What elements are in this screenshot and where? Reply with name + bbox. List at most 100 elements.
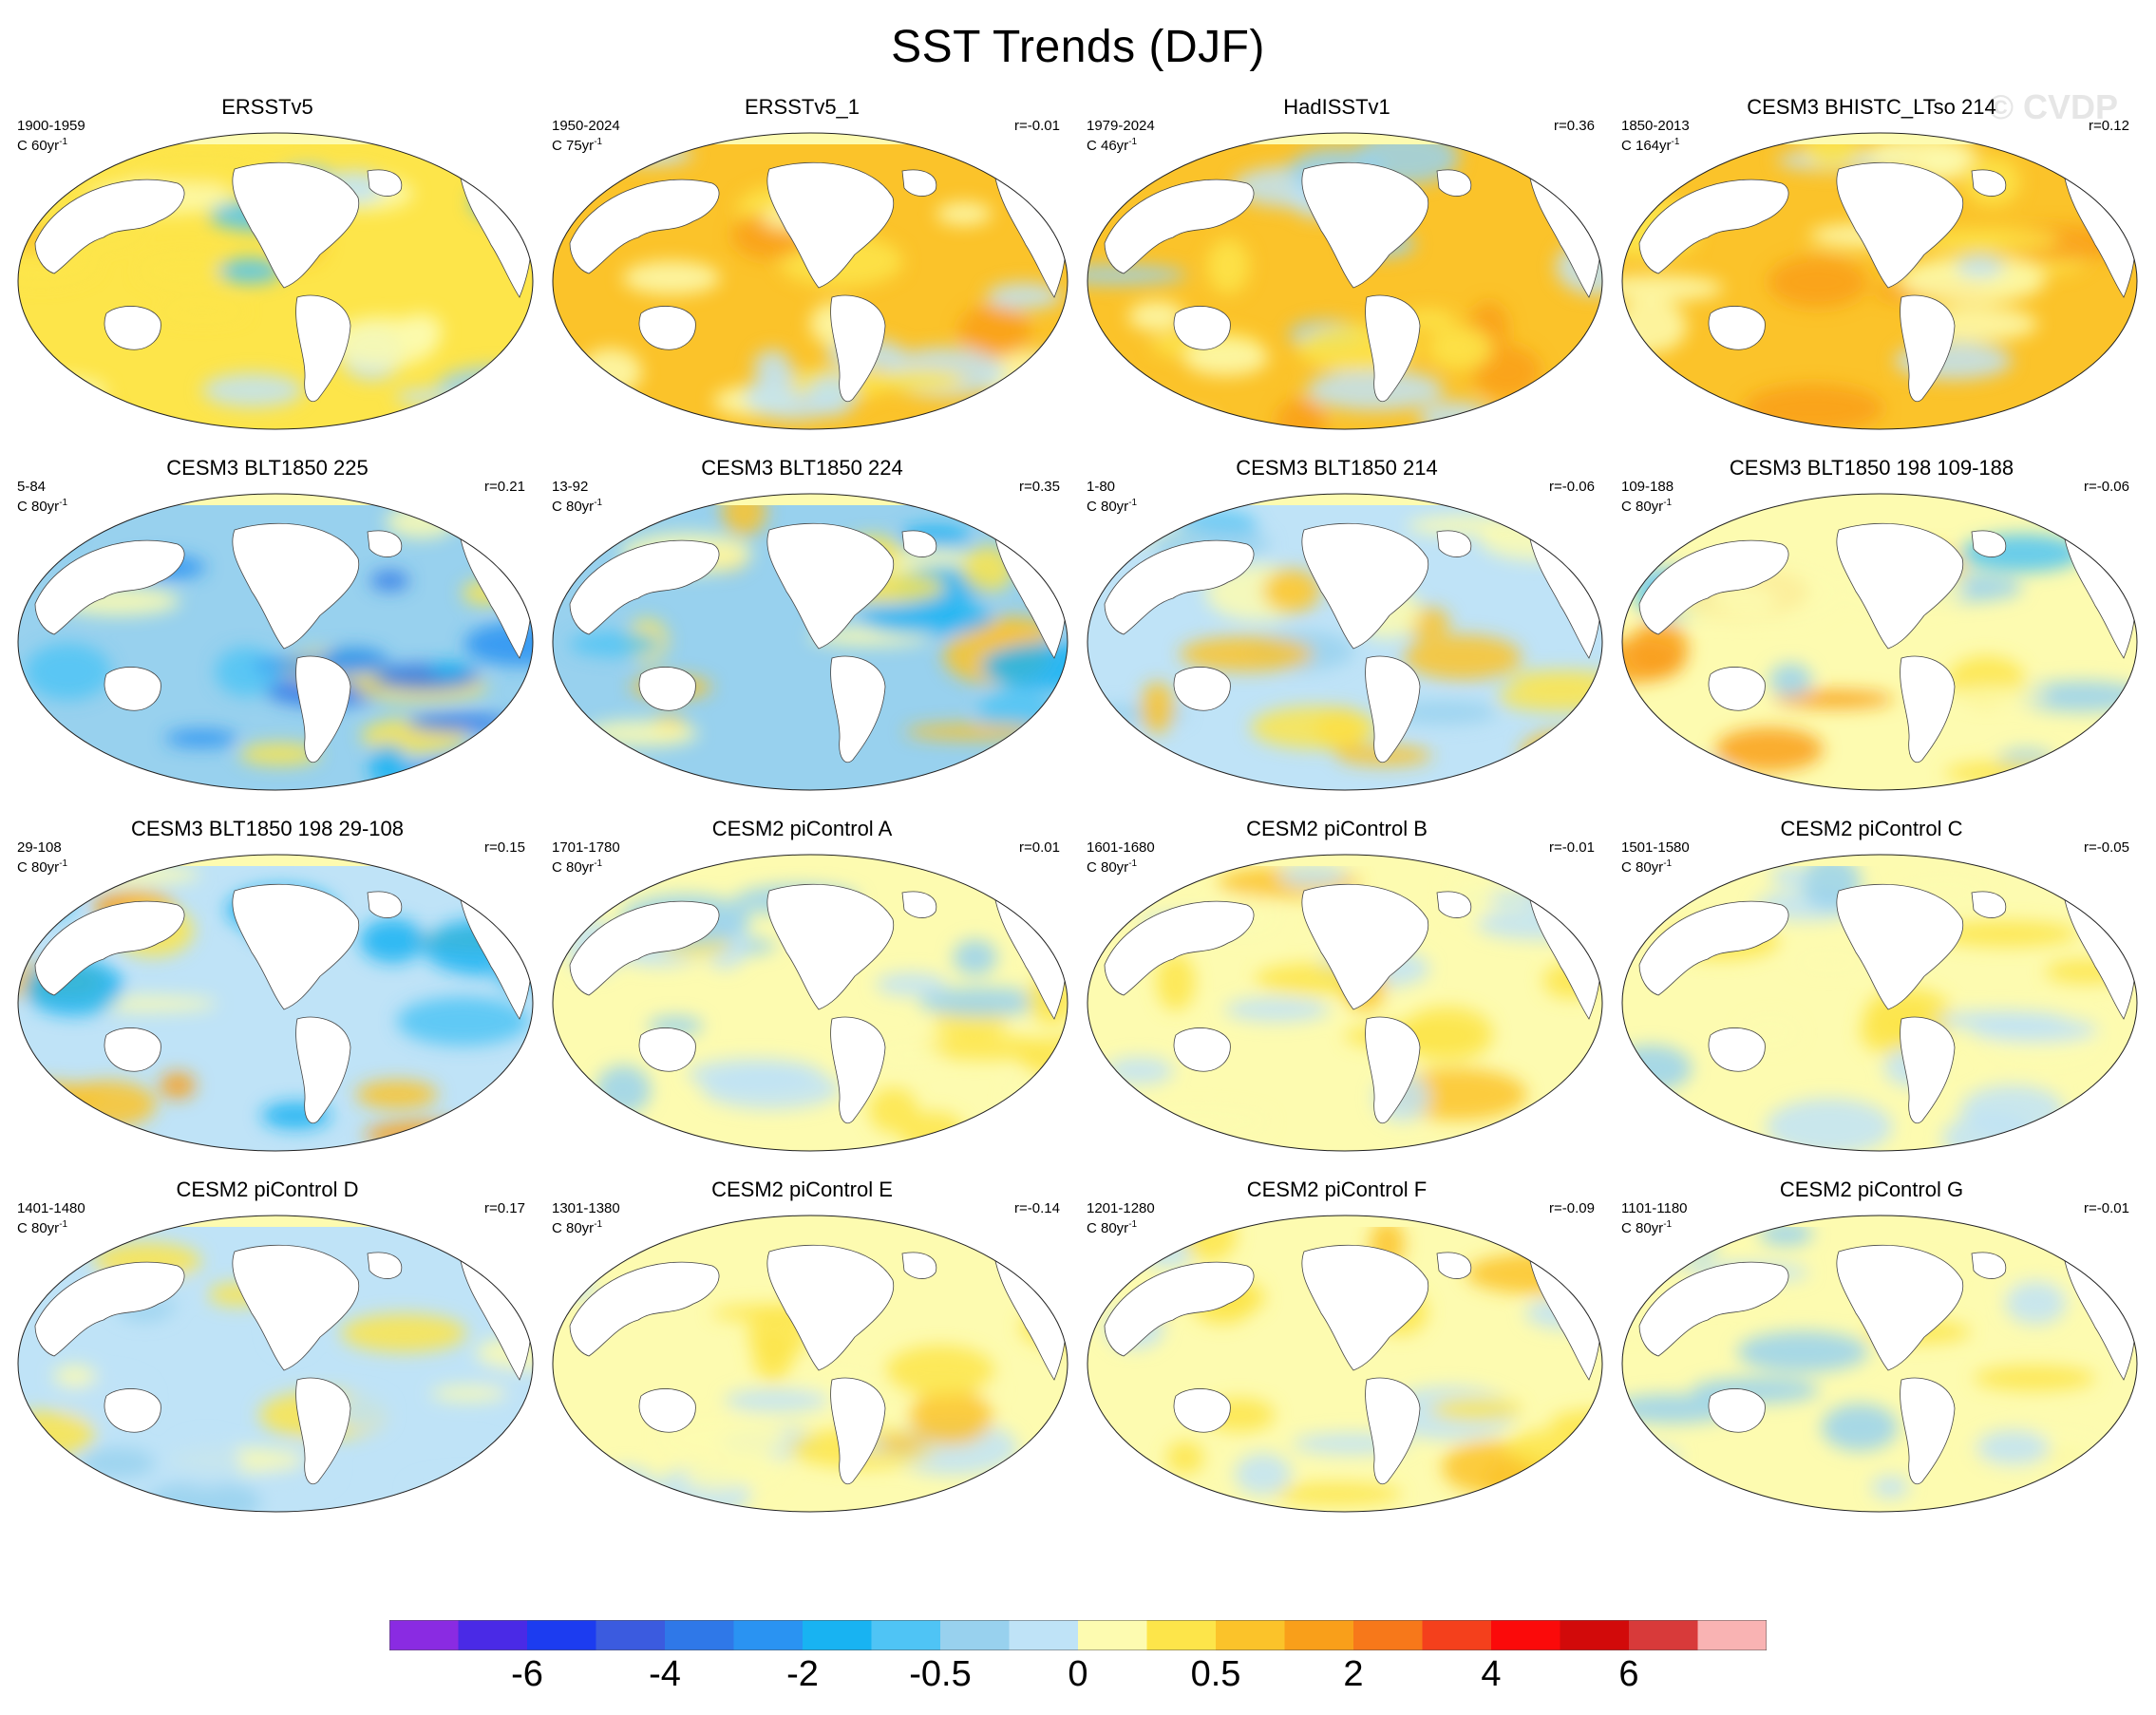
panel-period: 5-84 xyxy=(17,479,47,495)
trend-anomaly xyxy=(79,1447,156,1479)
trend-anomaly xyxy=(1125,411,1217,429)
page-title: SST Trends (DJF) xyxy=(891,22,1265,72)
trend-anomaly xyxy=(1622,274,1724,302)
land-mask xyxy=(1971,1252,2007,1279)
panel-period: 1501-1580 xyxy=(1621,839,1690,856)
panel-period: 109-188 xyxy=(1621,479,1674,495)
land-mask xyxy=(367,891,403,918)
panel-title: ERSSTv5_1 xyxy=(744,95,861,119)
trend-anomaly xyxy=(1899,255,2046,305)
trend-anomaly xyxy=(2079,1126,2137,1151)
trend-anomaly xyxy=(1127,300,1185,332)
trend-anomaly xyxy=(364,1121,493,1149)
land-mask xyxy=(638,667,696,711)
trend-anomaly xyxy=(877,1435,926,1452)
panel-title: CESM3 BHISTC_LTso 214 xyxy=(1747,95,1996,119)
trend-anomaly xyxy=(1934,920,2078,948)
trend-anomaly xyxy=(395,388,460,405)
panel-period: 1401-1480 xyxy=(17,1200,85,1216)
trend-anomaly xyxy=(922,1034,1050,1061)
land-mask xyxy=(1173,1027,1231,1072)
land-mask xyxy=(34,179,185,274)
trend-anomaly xyxy=(583,720,699,747)
trend-anomaly xyxy=(1933,1010,2069,1030)
trend-anomaly xyxy=(1087,265,1187,285)
trend-anomaly xyxy=(969,616,1053,649)
land-mask xyxy=(1436,1252,1472,1279)
map-panel: CESM2 piControl A 1701-1780 C 80yr-1 r=0.01 xyxy=(535,796,1069,1157)
panel-title: CESM2 piControl B xyxy=(1246,817,1428,840)
colorbar-swatch xyxy=(1491,1620,1560,1650)
colorbar-tick-label: 2 xyxy=(1343,1654,1364,1694)
land-mask xyxy=(34,1261,185,1357)
land-mask xyxy=(830,655,886,763)
land-mask xyxy=(34,900,185,996)
sst-trend-map xyxy=(552,132,1069,430)
trend-anomaly xyxy=(1262,569,1321,612)
land-mask xyxy=(232,1244,360,1371)
map-outline xyxy=(552,132,1069,430)
trend-anomaly xyxy=(1273,1482,1403,1505)
trend-anomaly xyxy=(577,758,616,790)
land-mask xyxy=(830,294,886,403)
trend-anomaly xyxy=(1224,997,1330,1023)
panel-scale: C 80yr-1 xyxy=(552,1219,603,1236)
sst-trend-map xyxy=(1087,132,1603,430)
trend-anomaly xyxy=(873,368,966,392)
land-mask xyxy=(232,883,360,1010)
trend-anomaly xyxy=(1235,1453,1292,1496)
land-mask xyxy=(901,530,937,557)
trend-anomaly xyxy=(1622,1394,1735,1424)
land-mask xyxy=(104,1388,161,1433)
trend-anomaly xyxy=(1768,663,1812,697)
land-mask xyxy=(232,161,360,289)
trend-anomaly xyxy=(1278,864,1348,888)
map-panel: CESM3 BHISTC_LTso 214 1850-2013 C 164yr-1 r… xyxy=(1604,74,2139,435)
panel-title: CESM2 piControl D xyxy=(176,1178,359,1201)
trend-anomaly xyxy=(430,1385,507,1402)
trend-anomaly xyxy=(981,642,1068,690)
panel-period: 13-92 xyxy=(552,479,589,495)
sst-trend-map xyxy=(1621,1215,2138,1513)
trend-anomaly xyxy=(727,1453,785,1488)
land-mask xyxy=(1971,530,2007,557)
trend-anomaly xyxy=(2109,494,2137,532)
panel-correlation: r=-0.01 xyxy=(1549,839,1595,856)
land-mask xyxy=(1173,667,1231,711)
panel-period: 1850-2013 xyxy=(1621,118,1690,134)
land-mask xyxy=(1173,306,1231,350)
panel-title: CESM3 BLT1850 225 xyxy=(166,456,369,480)
trend-anomaly xyxy=(1401,1006,1494,1063)
trend-anomaly xyxy=(328,316,438,368)
trend-anomaly xyxy=(410,1477,515,1506)
map-panel: CESM2 piControl D 1401-1480 C 80yr-1 r=0.17 xyxy=(0,1157,535,1517)
sst-trend-map xyxy=(1087,854,1603,1152)
land-mask xyxy=(1104,539,1255,635)
sst-trend-map xyxy=(1087,493,1603,791)
trend-anomaly xyxy=(57,863,200,885)
land-mask xyxy=(1836,161,1964,289)
panel-period: 1979-2024 xyxy=(1087,118,1155,134)
land-mask xyxy=(367,530,403,557)
trend-anomaly xyxy=(1941,1113,2038,1151)
trend-anomaly xyxy=(340,1313,467,1353)
trend-anomaly xyxy=(1250,706,1378,749)
land-mask xyxy=(1708,1388,1766,1433)
panel-title: HadISSTv1 xyxy=(1283,95,1390,119)
land-mask xyxy=(1104,1261,1255,1357)
land-mask xyxy=(1436,891,1472,918)
trend-anomaly xyxy=(396,996,530,1046)
panel-correlation: r=-0.01 xyxy=(1014,118,1060,134)
panel-correlation: r=-0.06 xyxy=(1549,479,1595,495)
trend-anomaly xyxy=(1976,1429,2050,1466)
land-mask xyxy=(638,306,696,350)
panel-title: CESM2 piControl C xyxy=(1780,817,1963,840)
trend-anomaly xyxy=(1430,1398,1522,1422)
land-mask xyxy=(1301,1244,1429,1371)
colorbar-swatch xyxy=(389,1620,459,1650)
trend-anomaly xyxy=(25,643,112,701)
trend-anomaly xyxy=(1796,952,1863,971)
trend-anomaly xyxy=(909,1388,993,1445)
trend-anomaly xyxy=(254,1470,301,1498)
colorbar-tick-label: 6 xyxy=(1618,1654,1639,1694)
